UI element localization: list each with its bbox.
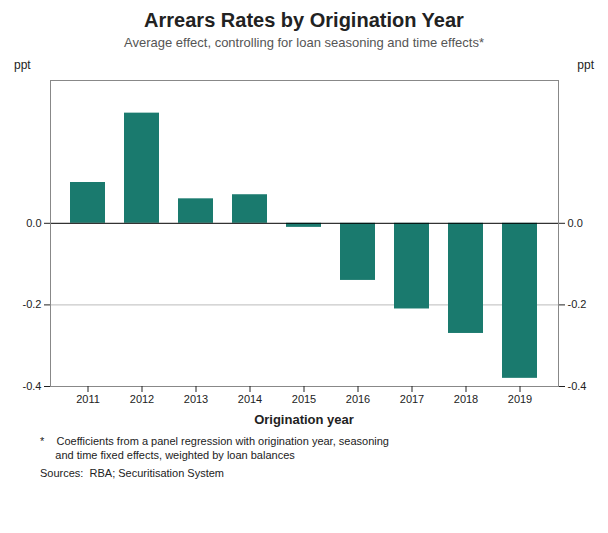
html-text:ppt: ppt	[577, 58, 594, 72]
svg-text:-0.4: -0.4	[23, 380, 42, 392]
svg-text:-0.4: -0.4	[568, 380, 587, 392]
svg-text:-0.2: -0.2	[568, 298, 587, 310]
svg-text:2018: 2018	[454, 393, 478, 405]
svg-text:0.0: 0.0	[568, 217, 583, 229]
svg-text:2014: 2014	[238, 393, 262, 405]
svg-text:-0.2: -0.2	[23, 298, 42, 310]
html-text:Origination year: Origination year	[254, 412, 354, 427]
svg-text:0.0: 0.0	[26, 217, 41, 229]
svg-text:2015: 2015	[292, 393, 316, 405]
html-text:Sources: RBA; Securitisation S: Sources: RBA; Securitisation System	[40, 467, 224, 479]
html-text:ppt: ppt	[14, 58, 31, 72]
svg-text:2016: 2016	[346, 393, 370, 405]
svg-text:2012: 2012	[130, 393, 154, 405]
svg-text:2011: 2011	[76, 393, 100, 405]
svg-text:2013: 2013	[184, 393, 208, 405]
html-text:* Coefficients from a panel re: * Coefficients from a panel regression w…	[40, 435, 389, 461]
html-text:Arrears Rates by Origination Y: Arrears Rates by Origination Year	[144, 9, 464, 31]
svg-text:2017: 2017	[400, 393, 424, 405]
html-text:Average effect, controlling fo: Average effect, controlling for loan sea…	[124, 35, 484, 50]
svg-text:2019: 2019	[508, 393, 532, 405]
